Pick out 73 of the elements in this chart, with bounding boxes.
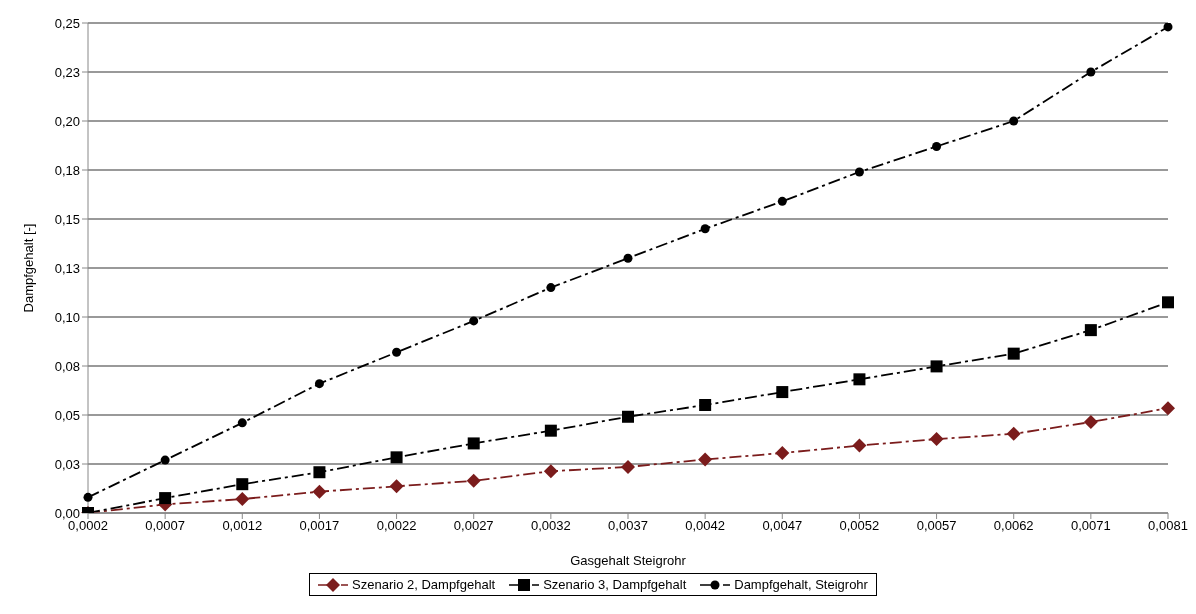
point [699,399,712,411]
point [775,446,790,461]
point [314,379,324,389]
point [621,459,635,474]
legend-label: Szenario 3, Dampfgehalt [542,577,687,592]
x-tick-label: 0,0012 [222,518,263,534]
x-tick-label: 0,0071 [1070,518,1111,534]
point [390,451,403,464]
point [1007,347,1020,360]
point [1083,415,1098,430]
point [546,283,556,293]
x-tick-label: 0,0042 [685,518,726,534]
y-tick-label: 0,20 [54,113,80,129]
x-tick-label: 0,0027 [453,518,494,534]
point [1009,116,1019,126]
point [852,438,867,453]
x-tick-label: 0,0057 [916,518,957,534]
x-tick-label: 0,0037 [608,518,648,534]
point [622,410,634,423]
y-tick-label: 0,08 [54,358,80,374]
point [623,253,633,263]
point [777,196,787,206]
point [776,386,789,399]
point [469,316,479,326]
point [1084,324,1097,337]
y-tick-label: 0,00 [54,505,80,521]
x-tick-label: 0,0022 [376,518,417,534]
point [235,492,250,507]
point [312,484,327,499]
point [1006,426,1021,441]
y-tick-label: 0,15 [54,211,80,227]
legend-label: Szenario 2, Dampfgehalt [351,577,496,592]
x-tick-label: 0,0062 [993,518,1034,534]
point [543,464,558,479]
point [83,492,93,502]
point [698,452,713,467]
y-tick-label: 0,13 [54,260,80,276]
point [389,479,404,494]
y-tick-label: 0,05 [54,407,80,423]
y-tick-label: 0,03 [54,456,80,472]
legend-label: Dampfgehalt, Steigrohr [733,577,868,592]
y-tick-label: 0,18 [54,162,80,178]
point [1086,67,1096,77]
point [392,347,402,357]
point [930,360,943,373]
y-tick-label: 0,25 [54,15,80,31]
point [467,437,480,450]
point [313,466,326,479]
x-tick-label: 0,0052 [839,518,880,534]
point [160,455,170,465]
point [1162,296,1174,309]
point [700,224,710,234]
x-tick-label: 0,0047 [762,518,803,534]
y-tick-label: 0,10 [54,309,80,325]
point [932,141,942,151]
point [854,167,864,177]
x-axis-title: Gasgehalt Steigrohr [570,553,687,568]
x-tick-label: 0,0032 [530,518,571,534]
point [159,492,172,505]
x-tick-label: 0,0007 [145,518,186,534]
point [929,432,944,447]
y-axis-title: Dampfgehalt [-] [20,223,36,313]
point [466,473,481,488]
y-tick-label: 0,23 [54,64,80,80]
x-tick-label: 0,0081 [1148,518,1188,534]
point [237,418,247,428]
point [853,373,866,386]
x-tick-label: 0,0002 [68,518,108,534]
point [544,424,557,437]
x-tick-label: 0,0017 [299,518,340,534]
point [1163,23,1173,32]
point [1161,401,1175,416]
point [236,478,249,491]
